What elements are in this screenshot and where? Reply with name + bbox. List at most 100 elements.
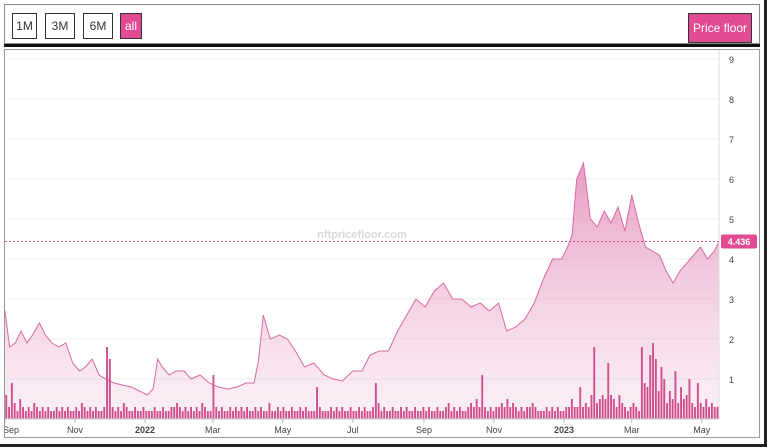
volume-bar: [388, 411, 391, 419]
volume-bar: [327, 411, 330, 419]
volume-bar: [38, 411, 41, 419]
volume-bar: [276, 407, 279, 419]
volume-bar: [615, 407, 618, 419]
volume-bar: [274, 411, 276, 419]
volume-bar: [13, 403, 16, 419]
volume-bar: [654, 359, 657, 419]
volume-bar: [33, 403, 36, 419]
volume-bar: [556, 407, 559, 419]
volume-bar: [330, 407, 332, 419]
volume-bar: [100, 411, 103, 419]
volume-bar: [134, 407, 136, 419]
volume-bar: [657, 391, 660, 419]
volume-bar: [419, 411, 422, 419]
volume-bar: [271, 411, 274, 419]
volume-bar: [439, 411, 442, 419]
volume-bar: [601, 395, 604, 419]
y-axis: 1 2 3 4 5 6 7 8 9: [718, 50, 734, 419]
toolbar: 1M 3M 6M all Price floor: [4, 4, 760, 44]
volume-bar: [444, 407, 447, 419]
volume-bar: [58, 411, 61, 419]
volume-bar: [372, 407, 374, 419]
price-area-fill: [5, 163, 719, 419]
volume-bar: [136, 411, 139, 419]
current-value-label: 4.436: [728, 237, 751, 247]
volume-bar: [106, 347, 108, 419]
volume-bar: [66, 407, 69, 419]
volume-bar: [178, 407, 181, 419]
volume-bar: [92, 411, 94, 419]
volume-bar: [568, 407, 570, 419]
volume-bar: [218, 411, 220, 419]
volume-bar: [139, 411, 142, 419]
volume-bar: [512, 403, 514, 419]
volume-bar: [120, 411, 122, 419]
volume-bar: [83, 407, 86, 419]
volume-bar: [506, 399, 509, 419]
volume-bar: [148, 411, 150, 419]
volume-bar: [570, 399, 573, 419]
volume-bar: [338, 411, 341, 419]
volume-bar: [405, 407, 408, 419]
volume-bar: [680, 387, 682, 419]
volume-bar: [582, 407, 584, 419]
volume-bar: [604, 399, 607, 419]
volume-bar: [478, 407, 481, 419]
volume-bar: [212, 375, 215, 419]
volume-bar: [646, 387, 649, 419]
volume-bar: [671, 399, 674, 419]
volume-bar: [526, 407, 528, 419]
x-tick-label: Mar: [205, 425, 221, 435]
volume-bar: [10, 383, 13, 419]
volume-bar: [554, 411, 556, 419]
volume-bar: [400, 407, 402, 419]
volume-bar: [190, 407, 192, 419]
volume-bar: [304, 407, 307, 419]
volume-bar: [495, 407, 498, 419]
volume-bar: [164, 411, 167, 419]
volume-bar: [498, 407, 500, 419]
y-tick-label: 1: [729, 375, 734, 385]
volume-bar: [237, 411, 240, 419]
volume-bar: [240, 407, 243, 419]
volume-bar: [458, 407, 461, 419]
volume-bar: [652, 343, 654, 419]
volume-bar: [632, 403, 635, 419]
volume-bar: [545, 407, 548, 419]
volume-bar: [416, 411, 419, 419]
volume-bar: [89, 407, 92, 419]
volume-bar: [442, 411, 444, 419]
volume-bar: [366, 411, 369, 419]
volume-bar: [565, 407, 568, 419]
volume-bar: [209, 411, 212, 419]
volume-bar: [156, 411, 159, 419]
volume-bar: [663, 379, 666, 419]
range-1m-button[interactable]: 1M: [12, 13, 37, 39]
volume-bar: [391, 407, 394, 419]
volume-bar: [117, 407, 120, 419]
y-tick-label: 5: [729, 215, 734, 225]
range-3m-button[interactable]: 3M: [45, 13, 75, 39]
price-floor-button[interactable]: Price floor: [688, 13, 752, 43]
volume-bar: [500, 403, 503, 419]
range-all-button[interactable]: all: [120, 13, 142, 39]
y-tick-label: 4: [729, 255, 734, 265]
volume-bar: [509, 407, 512, 419]
volume-bar: [638, 411, 640, 419]
range-6m-button[interactable]: 6M: [83, 13, 113, 39]
volume-bar: [699, 403, 702, 419]
volume-bar: [108, 359, 111, 419]
volume-bar: [559, 411, 562, 419]
volume-bar: [696, 383, 699, 419]
volume-bar: [293, 411, 296, 419]
volume-bar: [531, 403, 534, 419]
volume-bar: [369, 411, 372, 419]
volume-bar: [310, 411, 313, 419]
volume-bar: [103, 407, 106, 419]
volume-bar: [363, 407, 366, 419]
y-tick-label: 8: [729, 95, 734, 105]
volume-bar: [159, 411, 162, 419]
volume-bar: [691, 403, 694, 419]
volume-bar: [198, 411, 201, 419]
volume-bar: [674, 371, 677, 419]
